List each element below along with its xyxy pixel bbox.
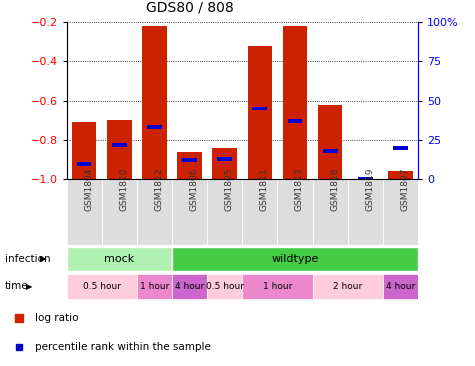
Bar xyxy=(102,179,137,245)
Text: 2 hour: 2 hour xyxy=(333,282,362,291)
Text: log ratio: log ratio xyxy=(35,313,78,322)
Bar xyxy=(252,107,267,111)
Text: GSM1806: GSM1806 xyxy=(190,168,199,211)
Bar xyxy=(318,105,342,179)
Bar xyxy=(137,274,172,299)
Bar xyxy=(313,179,348,245)
Text: GSM1812: GSM1812 xyxy=(154,168,163,211)
Text: GSM1805: GSM1805 xyxy=(225,168,234,211)
Bar xyxy=(277,179,313,245)
Text: GSM1810: GSM1810 xyxy=(119,168,128,211)
Text: GSM1807: GSM1807 xyxy=(400,168,409,211)
Bar xyxy=(323,149,338,153)
Bar xyxy=(358,178,373,181)
Text: 0.5 hour: 0.5 hour xyxy=(206,282,244,291)
Bar xyxy=(393,146,408,150)
Text: percentile rank within the sample: percentile rank within the sample xyxy=(35,342,211,352)
Text: GSM1811: GSM1811 xyxy=(260,168,269,211)
Bar xyxy=(172,179,207,245)
Text: 1 hour: 1 hour xyxy=(263,282,292,291)
Bar xyxy=(388,171,413,179)
Bar xyxy=(72,122,96,179)
Text: infection: infection xyxy=(5,254,50,264)
Bar xyxy=(287,119,303,123)
Bar xyxy=(177,152,202,179)
Text: 4 hour: 4 hour xyxy=(175,282,204,291)
Bar xyxy=(107,120,132,179)
Bar xyxy=(66,247,172,271)
Text: GSM1818: GSM1818 xyxy=(330,168,339,211)
Bar xyxy=(137,179,172,245)
Bar xyxy=(212,148,237,179)
Text: time: time xyxy=(5,281,28,291)
Bar xyxy=(348,179,383,245)
Bar xyxy=(247,46,272,179)
Bar xyxy=(207,179,242,245)
Bar xyxy=(242,179,277,245)
Text: mock: mock xyxy=(104,254,134,264)
Text: GDS80 / 808: GDS80 / 808 xyxy=(146,1,233,15)
Bar xyxy=(182,158,197,163)
Bar xyxy=(66,179,102,245)
Text: GSM1819: GSM1819 xyxy=(365,168,374,211)
Bar xyxy=(313,274,383,299)
Bar xyxy=(383,179,418,245)
Bar xyxy=(283,26,307,179)
Bar xyxy=(172,274,207,299)
Bar xyxy=(207,274,242,299)
Bar xyxy=(383,274,418,299)
Bar xyxy=(142,26,167,179)
Bar xyxy=(76,162,92,165)
Text: ▶: ▶ xyxy=(40,254,47,264)
Bar xyxy=(172,247,418,271)
Bar xyxy=(147,126,162,129)
Text: 0.5 hour: 0.5 hour xyxy=(83,282,121,291)
Text: ▶: ▶ xyxy=(26,282,33,291)
Bar xyxy=(112,143,127,147)
Bar xyxy=(66,274,137,299)
Text: GSM1813: GSM1813 xyxy=(295,168,304,211)
Bar xyxy=(242,274,313,299)
Bar xyxy=(217,157,232,161)
Text: GSM1804: GSM1804 xyxy=(84,168,93,211)
Text: 1 hour: 1 hour xyxy=(140,282,169,291)
Text: 4 hour: 4 hour xyxy=(386,282,415,291)
Text: wildtype: wildtype xyxy=(271,254,319,264)
